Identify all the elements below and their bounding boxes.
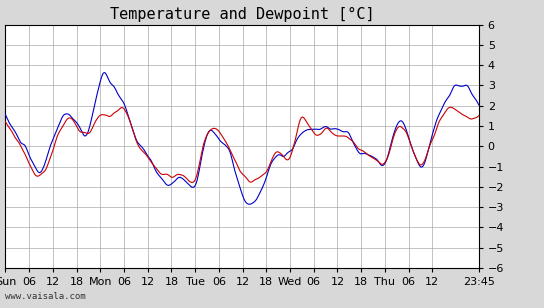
Title: Temperature and Dewpoint [°C]: Temperature and Dewpoint [°C] [110,7,374,22]
Text: www.vaisala.com: www.vaisala.com [5,292,86,301]
